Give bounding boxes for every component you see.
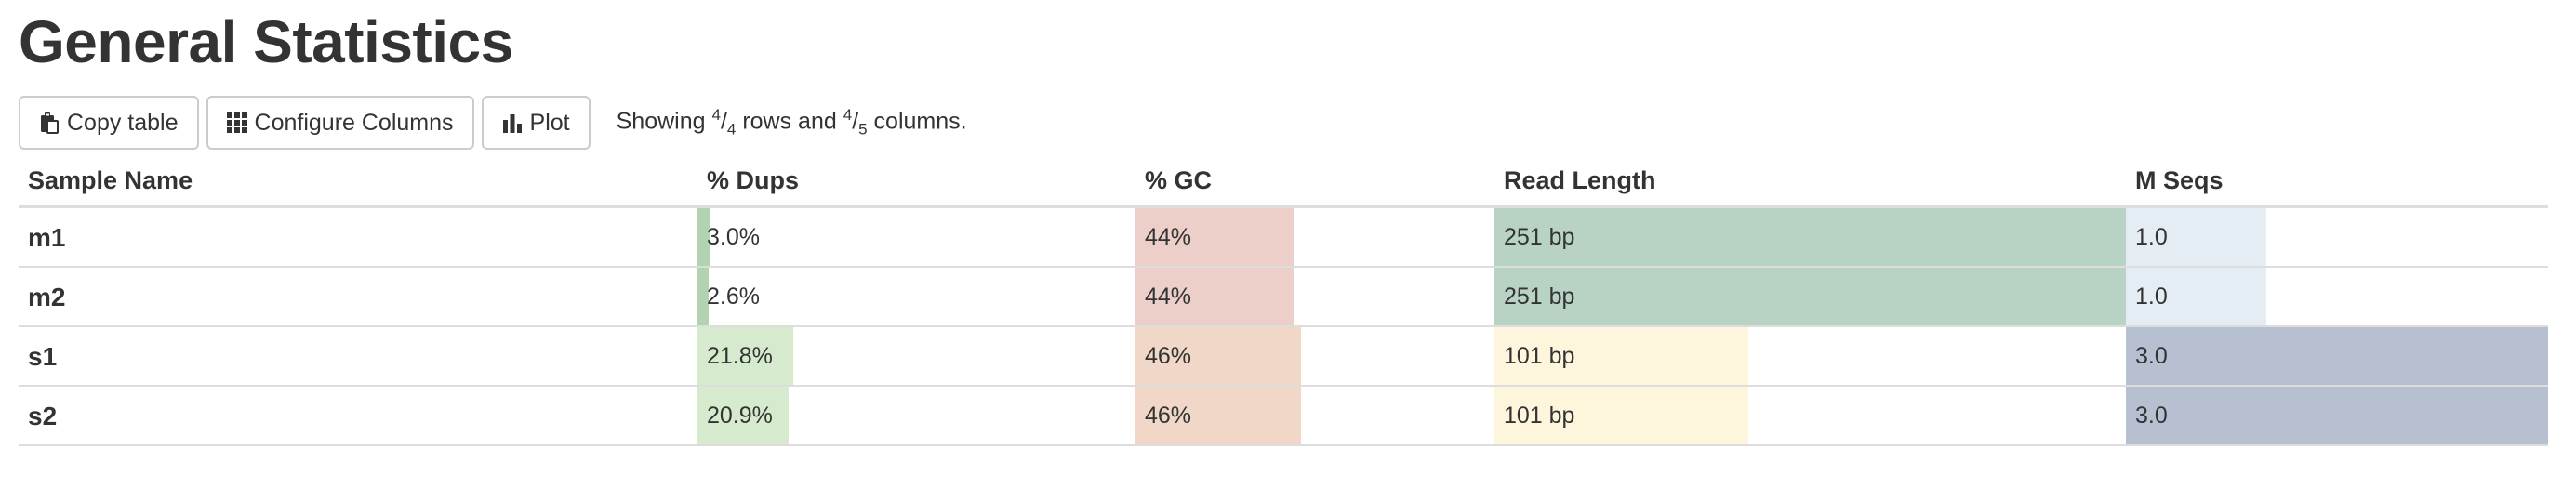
m-seqs-cell: 3.0 [2126, 387, 2548, 444]
gc-cell: 44% [1135, 208, 1494, 266]
general-stats-table: Sample Name % Dups % GC Read Length M Se… [19, 156, 2548, 446]
read-length-bar [1494, 327, 1748, 385]
m-seqs-value: 1.0 [2135, 284, 2168, 310]
read-length-value: 251 bp [1504, 284, 1575, 310]
gc-bar [1135, 208, 1294, 266]
table-row: s2 20.9% 46% 101 bp 3.0 [19, 387, 2548, 446]
table-row: m2 2.6% 44% 251 bp 1.0 [19, 268, 2548, 327]
table-row: m1 3.0% 44% 251 bp 1.0 [19, 208, 2548, 268]
column-header-sample-name[interactable]: Sample Name [28, 166, 193, 194]
m-seqs-value: 1.0 [2135, 224, 2168, 250]
plot-label: Plot [529, 109, 570, 136]
read-length-cell: 251 bp [1494, 268, 2126, 325]
dups-value: 21.8% [707, 343, 773, 369]
read-length-bar [1494, 208, 2126, 266]
sample-name-cell: s2 [28, 402, 58, 430]
bar-chart-icon [502, 112, 523, 133]
sample-name-cell: s1 [28, 342, 58, 371]
gc-value: 46% [1145, 403, 1192, 429]
table-toolbar: Copy table Configure Columns [19, 95, 967, 151]
dups-cell: 20.9% [697, 387, 1135, 444]
gc-bar [1135, 387, 1301, 444]
column-header-read-length[interactable]: Read Length [1504, 166, 1656, 194]
m-seqs-cell: 1.0 [2126, 208, 2548, 266]
read-length-value: 101 bp [1504, 343, 1575, 369]
read-length-cell: 101 bp [1494, 387, 2126, 444]
plot-button[interactable]: Plot [481, 96, 591, 150]
copy-table-label: Copy table [67, 109, 179, 136]
grid-icon [226, 112, 247, 133]
gc-value: 44% [1145, 224, 1192, 250]
m-seqs-cell: 1.0 [2126, 268, 2548, 325]
read-length-cell: 251 bp [1494, 208, 2126, 266]
sample-name-cell: m1 [28, 223, 66, 252]
column-header-gc[interactable]: % GC [1145, 166, 1213, 194]
copy-table-button[interactable]: Copy table [19, 96, 199, 150]
configure-columns-button[interactable]: Configure Columns [206, 96, 474, 150]
table-header: Sample Name % Dups % GC Read Length M Se… [19, 156, 2548, 208]
column-header-m-seqs[interactable]: M Seqs [2135, 166, 2224, 194]
sample-name-cell: m2 [28, 283, 66, 311]
gc-cell: 46% [1135, 327, 1494, 385]
dups-cell: 2.6% [697, 268, 1135, 325]
m-seqs-bar [2126, 208, 2266, 266]
gc-value: 44% [1145, 284, 1192, 310]
read-length-bar [1494, 387, 1748, 444]
dups-cell: 21.8% [697, 327, 1135, 385]
gc-bar [1135, 327, 1301, 385]
m-seqs-value: 3.0 [2135, 343, 2168, 369]
table-body: m1 3.0% 44% 251 bp 1.0 m2 2.6% 44% 251 bp 1.0 s1 21… [19, 208, 2548, 446]
rows-columns-summary: Showing 4/4 rows and 4/5 columns. [616, 106, 967, 139]
gc-value: 46% [1145, 343, 1192, 369]
dups-bar [697, 327, 793, 385]
read-length-cell: 101 bp [1494, 327, 2126, 385]
dups-value: 20.9% [707, 403, 773, 429]
dups-bar [697, 387, 789, 444]
m-seqs-value: 3.0 [2135, 403, 2168, 429]
read-length-value: 251 bp [1504, 224, 1575, 250]
gc-cell: 44% [1135, 268, 1494, 325]
dups-bar [697, 268, 709, 325]
table-row: s1 21.8% 46% 101 bp 3.0 [19, 327, 2548, 387]
m-seqs-bar [2126, 327, 2548, 385]
gc-bar [1135, 268, 1294, 325]
column-header-dups[interactable]: % Dups [707, 166, 800, 194]
m-seqs-cell: 3.0 [2126, 327, 2548, 385]
dups-value: 3.0% [707, 224, 760, 250]
read-length-value: 101 bp [1504, 403, 1575, 429]
m-seqs-bar [2126, 268, 2266, 325]
gc-cell: 46% [1135, 387, 1494, 444]
page-title: General Statistics [19, 8, 513, 75]
dups-bar [697, 208, 710, 266]
dups-value: 2.6% [707, 284, 760, 310]
m-seqs-bar [2126, 387, 2548, 444]
dups-cell: 3.0% [697, 208, 1135, 266]
read-length-bar [1494, 268, 2126, 325]
clipboard-icon [39, 112, 60, 134]
configure-columns-label: Configure Columns [254, 109, 454, 136]
